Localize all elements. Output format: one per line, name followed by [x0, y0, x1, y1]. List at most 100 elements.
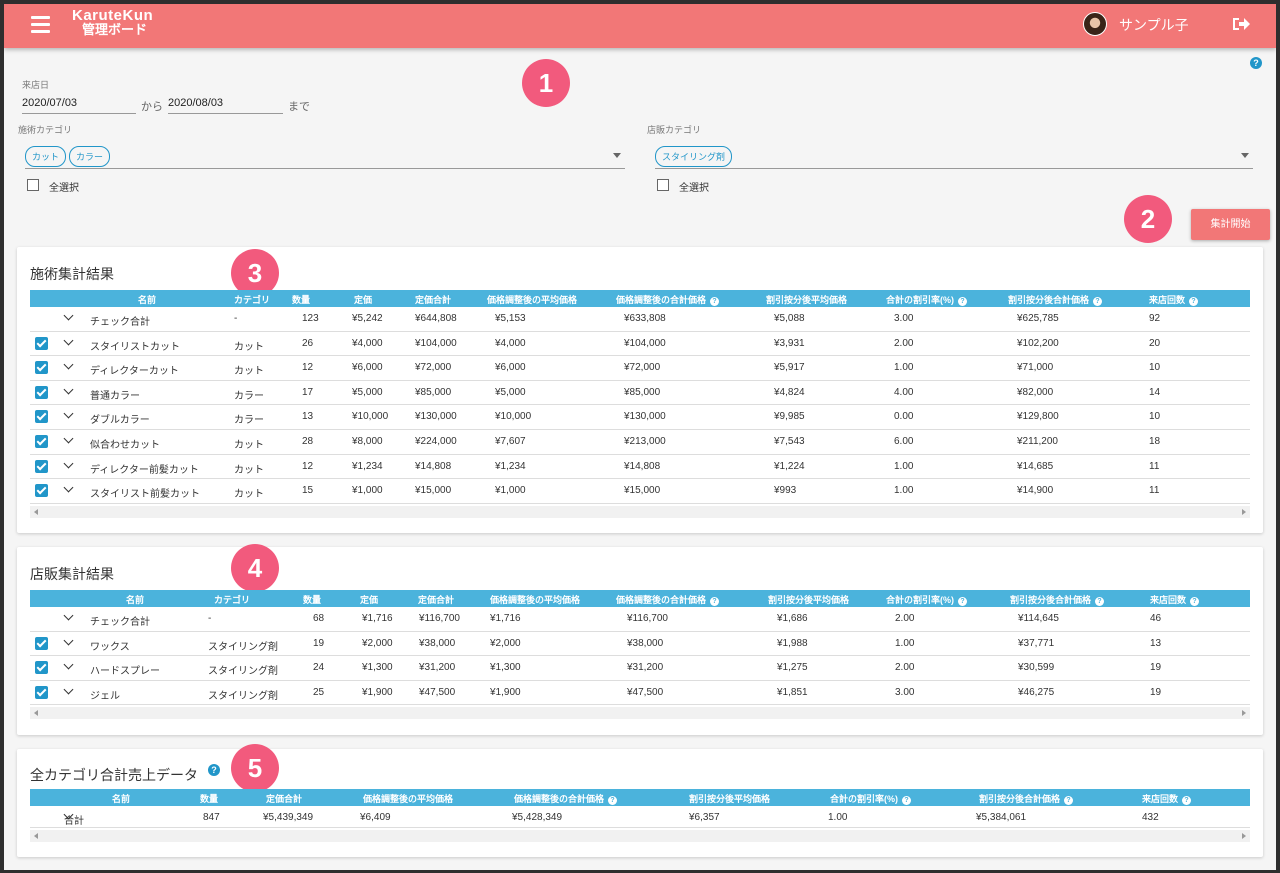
column-header[interactable]: 数量	[292, 293, 310, 306]
chevron-down-icon[interactable]	[63, 384, 74, 395]
table-row[interactable]: 合計 847 ¥5,439,349 ¥6,409 ¥5,428,349 ¥6,357 1.0…	[30, 806, 1250, 828]
scroll-left-icon[interactable]	[34, 710, 38, 717]
help-icon[interactable]: ?	[710, 597, 720, 606]
help-icon[interactable]: ?	[1182, 796, 1192, 805]
column-header[interactable]: 定価合計	[415, 293, 451, 306]
row-checkbox[interactable]	[35, 661, 48, 675]
column-header[interactable]: 定価合計	[418, 593, 454, 606]
scroll-right-icon[interactable]	[1242, 710, 1246, 717]
column-header[interactable]: 名前	[112, 792, 130, 805]
chevron-down-icon[interactable]	[1241, 153, 1249, 158]
column-header[interactable]: 合計の割引率(%)?	[886, 593, 967, 606]
chevron-down-icon[interactable]	[63, 408, 74, 419]
logout-icon[interactable]	[1231, 13, 1251, 35]
help-icon[interactable]: ?	[1064, 796, 1074, 805]
menu-icon[interactable]	[31, 16, 50, 33]
chevron-down-icon[interactable]	[63, 433, 74, 444]
column-header[interactable]: 価格調整後の合計価格?	[514, 792, 618, 805]
date-from-input[interactable]: 2020/07/03	[22, 92, 136, 114]
column-header[interactable]: 割引按分後平均価格	[766, 293, 847, 306]
table-row[interactable]: 普通カラー カラー 17 ¥5,000 ¥85,000 ¥5,000 ¥85,000 ¥4,8…	[30, 381, 1250, 406]
row-checkbox[interactable]	[35, 361, 48, 375]
column-header[interactable]: 価格調整後の平均価格	[487, 293, 577, 306]
table-row[interactable]: チェック合計 - 68 ¥1,716 ¥116,700 ¥1,716 ¥116,700 ¥1,…	[30, 607, 1250, 632]
help-icon[interactable]: ?	[608, 796, 618, 805]
row-checkbox[interactable]	[35, 484, 48, 498]
chevron-down-icon[interactable]	[63, 610, 74, 621]
app-logo[interactable]: KaruteKun 管理ボード	[72, 8, 153, 37]
row-checkbox[interactable]	[35, 336, 48, 350]
column-header[interactable]: 割引按分後合計価格?	[1010, 593, 1105, 606]
chevron-down-icon[interactable]	[63, 635, 74, 646]
column-header[interactable]: 価格調整後の平均価格	[490, 593, 580, 606]
column-header[interactable]: カテゴリ	[234, 293, 270, 306]
row-checkbox[interactable]	[35, 459, 48, 473]
row-checkbox[interactable]	[35, 435, 48, 448]
row-checkbox[interactable]	[35, 385, 48, 399]
column-header[interactable]: 名前	[126, 593, 144, 606]
column-header[interactable]: 定価	[354, 293, 372, 306]
retail-select-all-checkbox[interactable]	[657, 179, 669, 191]
help-icon[interactable]: ?	[1095, 597, 1105, 606]
table-row[interactable]: チェック合計 - 123 ¥5,242 ¥644,808 ¥5,153 ¥633,808 ¥5…	[30, 307, 1250, 332]
horizontal-scrollbar[interactable]	[30, 505, 1250, 518]
chevron-down-icon[interactable]	[63, 458, 74, 469]
column-header[interactable]: 来店回数?	[1142, 792, 1192, 805]
help-icon[interactable]: ?	[710, 297, 720, 306]
chevron-down-icon[interactable]	[613, 153, 621, 158]
scroll-right-icon[interactable]	[1242, 833, 1246, 839]
column-header[interactable]: 価格調整後の合計価格?	[616, 593, 720, 606]
scroll-left-icon[interactable]	[34, 508, 38, 515]
page-help-icon[interactable]: ?	[1250, 57, 1262, 69]
row-checkbox[interactable]	[35, 410, 48, 424]
service-chip[interactable]: カット	[25, 146, 67, 167]
column-header[interactable]: 割引按分後合計価格?	[979, 792, 1074, 805]
user-name[interactable]: サンプル子	[1119, 17, 1189, 33]
column-header[interactable]: 来店回数?	[1150, 593, 1200, 606]
help-icon[interactable]: ?	[1190, 597, 1200, 606]
service-chip[interactable]: カラー	[69, 146, 111, 167]
chevron-down-icon[interactable]	[63, 310, 74, 321]
help-icon[interactable]: ?	[1093, 297, 1103, 306]
row-checkbox[interactable]	[35, 685, 48, 699]
column-header[interactable]: 割引按分後平均価格	[768, 593, 849, 606]
service-select-all-checkbox[interactable]	[27, 179, 39, 191]
table-row[interactable]: ジェル スタイリング剤 25 ¥1,900 ¥47,500 ¥1,900 ¥47,500 ¥1…	[30, 681, 1250, 706]
scroll-left-icon[interactable]	[34, 833, 38, 839]
column-header[interactable]: 定価	[360, 593, 378, 606]
table-row[interactable]: ディレクター前髪カット カット 12 ¥1,234 ¥14,808 ¥1,234 ¥14,8…	[30, 455, 1250, 480]
chevron-down-icon[interactable]	[63, 482, 74, 493]
table-row[interactable]: ハードスプレー スタイリング剤 24 ¥1,300 ¥31,200 ¥1,300 ¥31,2…	[30, 656, 1250, 681]
avatar[interactable]	[1083, 12, 1107, 36]
table-row[interactable]: スタイリストカット カット 26 ¥4,000 ¥104,000 ¥4,000 ¥104,0…	[30, 332, 1250, 357]
table-row[interactable]: 似合わせカット カット 28 ¥8,000 ¥224,000 ¥7,607 ¥213,000…	[30, 430, 1250, 455]
chevron-down-icon[interactable]	[63, 335, 74, 346]
column-header[interactable]: 数量	[200, 792, 218, 805]
column-header[interactable]: 合計の割引率(%)?	[830, 792, 911, 805]
help-icon[interactable]: ?	[1189, 297, 1199, 306]
chevron-down-icon[interactable]	[63, 659, 74, 670]
table-row[interactable]: ディレクターカット カット 12 ¥6,000 ¥72,000 ¥6,000 ¥72,000…	[30, 356, 1250, 381]
help-icon[interactable]: ?	[902, 796, 911, 805]
row-checkbox[interactable]	[35, 636, 48, 650]
column-header[interactable]: 名前	[138, 293, 156, 306]
horizontal-scrollbar[interactable]	[30, 707, 1250, 720]
retail-category-select[interactable]: スタイリング剤	[655, 143, 1253, 169]
retail-chip[interactable]: スタイリング剤	[655, 146, 733, 167]
table-row[interactable]: ダブルカラー カラー 13 ¥10,000 ¥130,000 ¥10,000 ¥130,00…	[30, 405, 1250, 430]
column-header[interactable]: カテゴリ	[214, 593, 250, 606]
column-header[interactable]: 割引按分後合計価格?	[1008, 293, 1103, 306]
chevron-down-icon[interactable]	[63, 684, 74, 695]
column-header[interactable]: 定価合計	[266, 792, 302, 805]
service-category-select[interactable]: カット カラー	[25, 143, 625, 169]
help-icon[interactable]: ?	[958, 297, 967, 306]
start-aggregation-button[interactable]: 集計開始	[1191, 209, 1270, 240]
total-help-icon[interactable]: ?	[208, 764, 220, 776]
column-header[interactable]: 価格調整後の合計価格?	[616, 293, 720, 306]
column-header[interactable]: 数量	[303, 593, 321, 606]
date-to-input[interactable]: 2020/08/03	[168, 92, 283, 114]
scroll-right-icon[interactable]	[1242, 508, 1246, 515]
table-row[interactable]: ワックス スタイリング剤 19 ¥2,000 ¥38,000 ¥2,000 ¥38,000 ¥…	[30, 632, 1250, 657]
column-header[interactable]: 合計の割引率(%)?	[886, 293, 967, 306]
chevron-down-icon[interactable]	[63, 359, 74, 370]
